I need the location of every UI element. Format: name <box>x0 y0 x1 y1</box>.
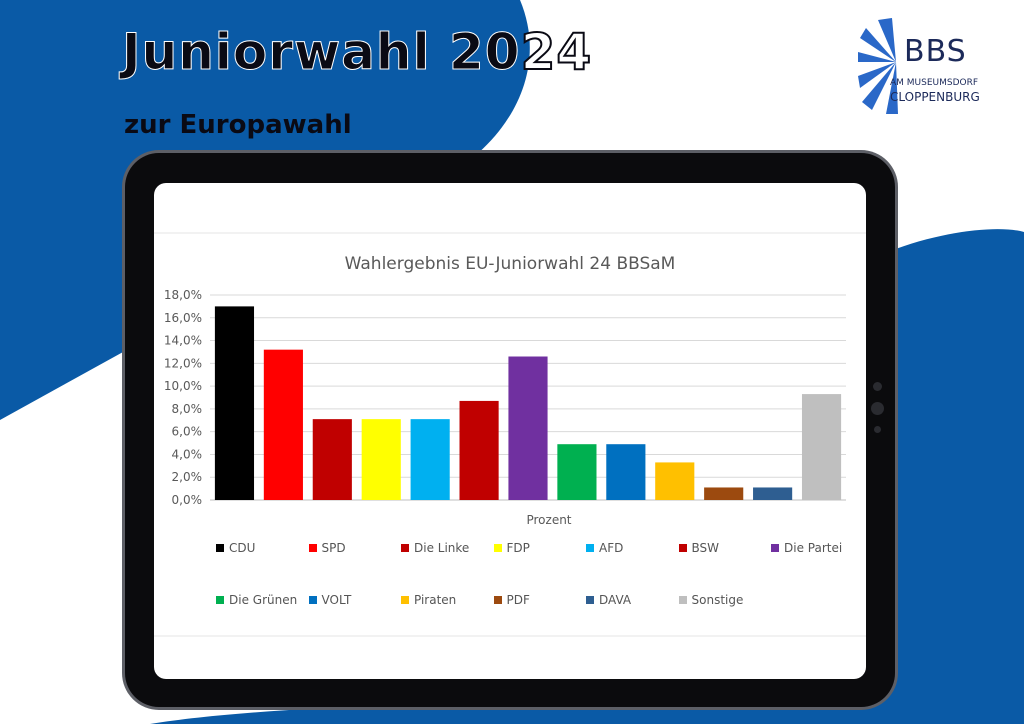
legend-item: PDF <box>493 593 530 607</box>
bar-afd <box>410 419 450 500</box>
legend-item: AFD <box>586 541 623 555</box>
logo-line-2: CLOPPENBURG <box>890 90 980 104</box>
tablet-camera-icon <box>871 402 884 415</box>
legend-item: DAVA <box>586 593 631 607</box>
y-tick-label: 6,0% <box>172 425 203 439</box>
legend-label: SPD <box>321 541 346 555</box>
tablet-frame: Wahlergebnis EU-Juniorwahl 24 BBSaM 0,0%… <box>125 153 895 707</box>
bar-volt <box>606 444 646 500</box>
logo-line-1: AM MUSEUMSDORF <box>890 78 979 88</box>
x-axis-label: Prozent <box>526 513 571 527</box>
legend-swatch <box>586 544 594 552</box>
tablet-sensor-icon <box>873 382 882 391</box>
headline-outline-text: 24 <box>520 22 593 82</box>
bar-die-linke <box>312 419 352 500</box>
legend-item: Die Partei <box>771 541 842 555</box>
legend-swatch <box>586 596 594 604</box>
legend-item: FDP <box>493 541 530 555</box>
legend-label: BSW <box>691 541 720 555</box>
legend-label: AFD <box>599 541 624 555</box>
y-tick-label: 18,0% <box>164 288 202 302</box>
legend-label: FDP <box>506 541 530 555</box>
legend-swatch <box>493 596 502 604</box>
logo-big-text: BBS <box>904 34 967 69</box>
y-tick-label: 16,0% <box>164 311 202 325</box>
bar-cdu <box>214 306 255 500</box>
y-tick-label: 12,0% <box>164 356 202 370</box>
legend-swatch <box>678 544 687 552</box>
bar-sonstige <box>801 394 842 500</box>
bar-die-gr-nen <box>557 444 597 500</box>
legend-label: Die Grünen <box>229 593 298 607</box>
bbs-logo: BBS AM MUSEUMSDORF CLOPPENBURG <box>858 18 988 118</box>
legend-item: Piraten <box>401 593 456 607</box>
y-tick-label: 8,0% <box>172 402 203 416</box>
legend-item: Die Grünen <box>216 593 297 607</box>
legend-swatch <box>678 596 687 604</box>
bar-pdf <box>704 487 744 500</box>
y-tick-label: 14,0% <box>164 334 202 348</box>
bar-chart: Wahlergebnis EU-Juniorwahl 24 BBSaM 0,0%… <box>154 232 866 637</box>
bar-die-partei <box>508 356 548 500</box>
bar-spd <box>263 349 303 500</box>
legend-swatch <box>308 596 317 604</box>
legend-swatch <box>401 544 409 552</box>
legend-item: CDU <box>216 541 255 555</box>
legend-label: Die Partei <box>784 541 843 555</box>
legend-item: Sonstige <box>678 593 744 607</box>
legend-label: CDU <box>229 541 256 555</box>
chart-title: Wahlergebnis EU-Juniorwahl 24 BBSaM <box>345 254 676 274</box>
legend-label: PDF <box>506 593 530 607</box>
legend-item: SPD <box>308 541 346 555</box>
legend-swatch <box>493 544 502 552</box>
legend-item: VOLT <box>308 593 352 607</box>
legend-item: Die Linke <box>401 541 469 555</box>
legend-swatch <box>308 544 317 552</box>
y-tick-label: 0,0% <box>172 493 203 507</box>
legend-label: Sonstige <box>691 593 744 607</box>
headline-text: Juniorwahl 20 <box>122 23 521 82</box>
legend-item: BSW <box>678 541 720 555</box>
y-tick-label: 10,0% <box>164 379 202 393</box>
legend-label: Die Linke <box>414 541 470 555</box>
chart-legend: CDU SPD Die Linke FDP AFD BSW Die Partei Die Gr… <box>154 183 866 679</box>
poster-subline: zur Europawahl <box>124 110 352 140</box>
logo-rays-icon <box>858 18 898 114</box>
tablet-screen: Wahlergebnis EU-Juniorwahl 24 BBSaM 0,0%… <box>154 183 866 679</box>
legend-label: Piraten <box>414 593 457 607</box>
bar-dava <box>753 487 793 500</box>
poster-headline: Juniorwahl 2024 <box>122 22 593 82</box>
legend-swatch <box>401 596 409 604</box>
legend-label: VOLT <box>321 593 352 607</box>
legend-swatch <box>216 544 224 552</box>
bar-piraten <box>655 462 695 500</box>
bar-bsw <box>459 400 499 500</box>
y-tick-label: 2,0% <box>172 470 203 484</box>
y-tick-label: 4,0% <box>172 447 203 461</box>
bar-fdp <box>361 419 401 500</box>
legend-swatch <box>771 544 779 552</box>
legend-label: DAVA <box>599 593 632 607</box>
legend-swatch <box>216 596 224 604</box>
tablet-light-icon <box>874 426 881 433</box>
